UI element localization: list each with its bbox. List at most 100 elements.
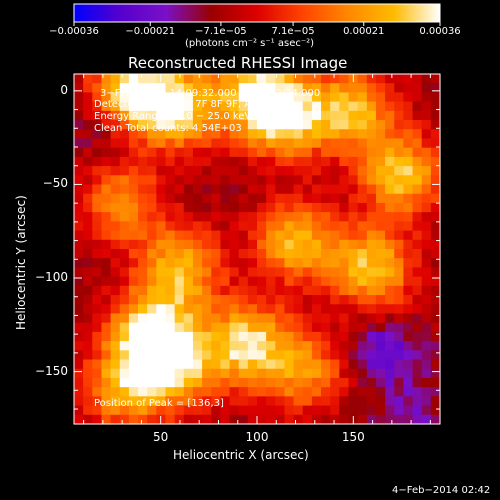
heatmap-cell: [394, 304, 404, 315]
heatmap-cell: [192, 221, 203, 232]
heatmap-cell: [293, 359, 304, 370]
heatmap-cell: [348, 193, 359, 204]
heatmap-cell: [211, 101, 221, 112]
heatmap-cell: [220, 120, 231, 130]
heatmap-cell: [165, 377, 176, 388]
heatmap-cell: [366, 396, 377, 407]
heatmap-cell: [192, 239, 203, 250]
heatmap-cell: [302, 147, 313, 158]
heatmap-cell: [74, 322, 84, 333]
heatmap-cell: [257, 239, 267, 250]
heatmap-cell: [202, 304, 212, 315]
heatmap-cell: [202, 331, 212, 342]
heatmap-cell: [138, 249, 148, 259]
heatmap-cell: [357, 304, 368, 315]
heatmap-cell: [165, 74, 176, 84]
heatmap-cell: [128, 184, 139, 195]
heatmap-cell: [430, 101, 441, 112]
heatmap-cell: [83, 129, 93, 140]
heatmap-cell: [101, 184, 112, 195]
heatmap-cell: [375, 350, 386, 361]
heatmap-cell: [412, 221, 423, 232]
colorbar-tick-label: −7.1e−05: [195, 26, 247, 37]
heatmap-cell: [366, 359, 377, 370]
heatmap-cell: [357, 74, 368, 84]
colorbar-tick-label: 0.00021: [343, 26, 385, 37]
heatmap-cell: [202, 285, 212, 296]
heatmap-cell: [403, 101, 414, 112]
heatmap-cell: [311, 322, 322, 333]
heatmap-cell: [83, 202, 93, 213]
heatmap-cell: [192, 83, 203, 94]
heatmap-cell: [403, 212, 414, 222]
heatmap-cell: [247, 285, 258, 296]
heatmap-cell: [366, 414, 377, 425]
heatmap-cell: [394, 184, 404, 195]
heatmap-cell: [357, 202, 368, 213]
heatmap-cell: [229, 221, 240, 232]
heatmap-cell: [339, 276, 350, 287]
heatmap-cell: [421, 184, 432, 195]
heatmap-cell: [247, 295, 258, 305]
heatmap-cell: [284, 110, 295, 121]
heatmap-cell: [119, 304, 130, 315]
heatmap-cell: [339, 350, 350, 361]
heatmap-cell: [266, 175, 276, 186]
heatmap-cell: [284, 184, 295, 195]
annotation-clean: Clean Total counts: 4.54E+03: [94, 123, 242, 134]
heatmap-cell: [357, 147, 368, 158]
heatmap-cell: [202, 414, 212, 425]
heatmap-cell: [110, 258, 121, 269]
heatmap-cell: [284, 285, 295, 296]
heatmap-cell: [183, 120, 194, 130]
heatmap-cell: [110, 193, 121, 204]
heatmap-cell: [202, 212, 212, 222]
heatmap-cell: [119, 156, 130, 167]
heatmap-cell: [238, 101, 249, 112]
heatmap-cell: [138, 239, 148, 250]
heatmap-cell: [266, 331, 276, 342]
heatmap-cell: [110, 350, 121, 361]
heatmap-cell: [202, 147, 212, 158]
annotation-time-range: 3−Feb−2014 14:09:32.000 to 14:12:24.000: [100, 88, 321, 99]
heatmap-cell: [138, 387, 148, 397]
heatmap-cell: [174, 166, 185, 176]
heatmap-cell: [394, 341, 404, 351]
heatmap-cell: [339, 212, 350, 222]
heatmap-cell: [394, 101, 404, 112]
heatmap-cell: [165, 83, 176, 94]
heatmap-cell: [238, 414, 249, 425]
heatmap-cell: [330, 120, 340, 130]
heatmap-cell: [403, 129, 414, 140]
heatmap-cell: [138, 212, 148, 222]
heatmap-cell: [403, 359, 414, 370]
timestamp: 4−Feb−2014 02:42: [392, 485, 491, 496]
heatmap-cell: [339, 92, 350, 103]
heatmap-cell: [119, 110, 130, 121]
heatmap-cell: [357, 239, 368, 250]
heatmap-cell: [220, 74, 231, 84]
heatmap-cell: [257, 101, 267, 112]
heatmap-cell: [147, 147, 157, 158]
heatmap-cell: [266, 249, 276, 259]
heatmap-cell: [430, 304, 441, 315]
heatmap-cell: [92, 230, 103, 241]
heatmap-cell: [293, 110, 304, 121]
heatmap-cell: [275, 350, 286, 361]
heatmap-cell: [275, 202, 286, 213]
heatmap-cell: [202, 377, 212, 388]
heatmap-cell: [375, 120, 386, 130]
heatmap-cell: [266, 350, 276, 361]
heatmap-cell: [375, 267, 386, 278]
heatmap-cell: [257, 166, 267, 176]
heatmap-cell: [110, 101, 121, 112]
heatmap-cell: [192, 249, 203, 259]
heatmap-cell: [74, 359, 84, 370]
heatmap-cell: [430, 147, 441, 158]
heatmap-cell: [430, 396, 441, 407]
heatmap-cell: [412, 193, 423, 204]
heatmap-cell: [375, 396, 386, 407]
heatmap-cell: [257, 350, 267, 361]
heatmap-cell: [83, 166, 93, 176]
heatmap-cell: [284, 175, 295, 186]
